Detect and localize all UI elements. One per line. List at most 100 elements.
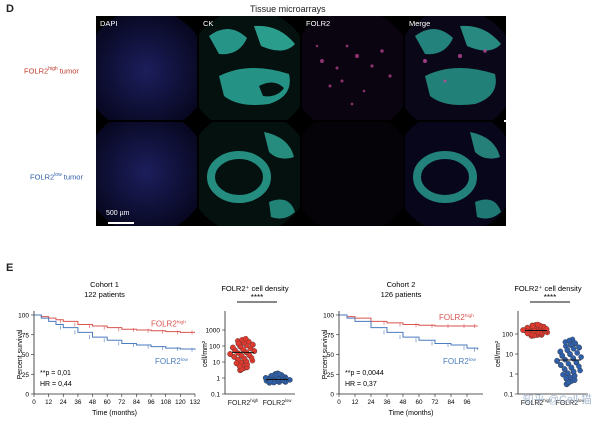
survival-line-low-1 — [34, 314, 196, 350]
x-axis-label-3: Time (months) — [389, 410, 434, 417]
x-tick-label-1: 108 — [160, 399, 171, 406]
density-point-low-4 — [574, 350, 580, 356]
density-point-low-4 — [576, 363, 582, 370]
x-tick-label-1: 48 — [89, 399, 97, 406]
y-tick-label-3: 100 — [323, 313, 334, 320]
x-axis-label-1: Time (months) — [92, 410, 137, 417]
density-point-low-4 — [557, 348, 564, 355]
y-tick-label-1: 25 — [22, 372, 30, 379]
significance-stars-4: **** — [544, 293, 556, 302]
tile-low-merge — [405, 122, 506, 226]
survival-line-low-3 — [339, 314, 479, 350]
significance-stars-2: **** — [251, 293, 263, 302]
density-point-high-2 — [249, 341, 256, 348]
col-label-dapi: DAPI — [100, 19, 118, 28]
y-tick-label-1: 100 — [18, 313, 29, 320]
y-axis-label-3: Percent survival — [322, 329, 329, 379]
density-title-4: FOLR2⁺ cell density — [514, 284, 582, 293]
x-tick-label-3: 60 — [415, 399, 423, 406]
density-point-low-2 — [272, 372, 279, 379]
x-tick-label-3: 24 — [367, 399, 375, 406]
y-tick-label-3: 0 — [330, 392, 334, 399]
density-point-low-4 — [565, 360, 572, 367]
tile-low-dapi — [96, 122, 197, 226]
y-tick-label-1: 50 — [22, 352, 30, 359]
x-tick-label-3: 0 — [337, 399, 341, 406]
x-tick-label-3: 96 — [463, 399, 471, 406]
y-tick-label-3: 50 — [327, 352, 335, 359]
density-point-low-4 — [557, 362, 564, 368]
legend-high-1: FOLR2high — [151, 319, 186, 328]
density-xcat-low-4: FOLR2low — [556, 398, 586, 407]
density-y-label-2: cell/mm² — [202, 340, 209, 367]
row-label-low: FOLR2low tumor — [30, 172, 83, 182]
panel-letter-e: E — [6, 262, 14, 274]
x-tick-label-1: 72 — [118, 399, 126, 406]
x-tick-label-1: 24 — [60, 399, 68, 406]
density-y-tick-label-4: 0.1 — [504, 392, 513, 399]
tile-high-ck: CK — [199, 16, 300, 120]
tile-high-dapi: DAPI — [96, 16, 197, 120]
density-point-low-4 — [570, 345, 577, 352]
density-y-tick-label-2: 10 — [213, 360, 221, 367]
tile-high-folr2: FOLR2 — [302, 16, 403, 120]
watermark: 知乎 @Cell 猫 — [522, 394, 592, 406]
x-tick-label-3: 48 — [399, 399, 407, 406]
density-point-high-4 — [524, 330, 531, 337]
x-tick-label-1: 12 — [45, 399, 53, 406]
chart-subtitle-1: 122 patients — [84, 290, 125, 299]
density-point-low-4 — [563, 375, 569, 381]
survival-line-high-3 — [339, 314, 478, 327]
density-point-low-4 — [554, 357, 560, 364]
stat-p-1: **p = 0,01 — [40, 370, 71, 377]
density-point-low-2 — [267, 378, 274, 385]
legend-high-3: FOLR2high — [439, 313, 474, 322]
col-label-ck: CK — [203, 19, 214, 28]
y-tick-label-3: 25 — [327, 372, 335, 379]
density-y-tick-label-4: 1 — [509, 372, 513, 379]
x-tick-label-1: 84 — [133, 399, 141, 406]
x-tick-label-1: 0 — [32, 399, 36, 406]
stat-hr-3: HR = 0,37 — [345, 381, 377, 388]
density-y-tick-label-2: 1 — [216, 376, 220, 383]
density-xcat-high-2: FOLR2high — [228, 398, 259, 407]
density-point-low-4 — [570, 355, 576, 361]
col-label-merge: Merge — [409, 19, 431, 28]
x-tick-label-1: 132 — [190, 399, 201, 406]
x-tick-label-3: 84 — [447, 399, 455, 406]
density-point-high-4 — [535, 321, 541, 328]
stat-hr-1: HR = 0,44 — [40, 381, 72, 388]
density-point-low-4 — [566, 337, 573, 344]
density-point-high-4 — [520, 327, 526, 333]
x-tick-label-1: 36 — [74, 399, 82, 406]
density-y-tick-label-4: 10 — [506, 352, 514, 359]
density-point-low-4 — [567, 351, 573, 357]
chart-title-3: Cohort 2 — [387, 280, 416, 289]
survival-line-high-1 — [34, 314, 195, 333]
y-tick-label-1: 75 — [22, 332, 30, 339]
density-point-low-4 — [578, 354, 584, 360]
y-tick-label-1: 0 — [25, 392, 29, 399]
density-point-high-2 — [233, 360, 240, 366]
density-point-high-2 — [235, 340, 242, 347]
tile-low-folr2 — [302, 122, 403, 226]
density-xcat-high-4: FOLR2high — [521, 398, 552, 407]
density-y-tick-label-2: 0.1 — [211, 392, 220, 399]
density-point-high-2 — [230, 344, 236, 351]
density-xcat-low-2: FOLR2low — [263, 398, 293, 407]
x-tick-label-1: 60 — [104, 399, 112, 406]
y-axis-label-1: Percent survival — [17, 329, 24, 379]
scale-bar — [108, 222, 134, 224]
density-y-tick-label-2: 1000 — [206, 328, 221, 335]
density-y-tick-label-4: 100 — [502, 332, 513, 339]
density-point-low-4 — [561, 366, 568, 372]
x-tick-label-1: 120 — [175, 399, 186, 406]
density-point-high-2 — [227, 351, 233, 357]
density-y-tick-label-2: 100 — [209, 344, 220, 351]
density-point-low-4 — [568, 364, 575, 371]
density-point-low-4 — [564, 347, 571, 353]
y-tick-label-3: 75 — [327, 332, 335, 339]
x-tick-label-3: 36 — [383, 399, 391, 406]
density-point-high-2 — [231, 353, 237, 360]
